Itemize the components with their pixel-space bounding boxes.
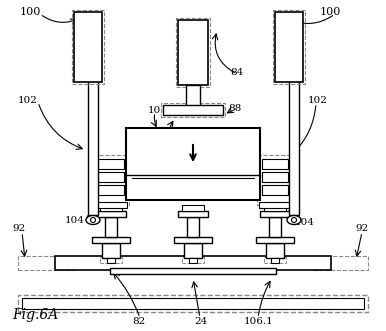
Text: 92: 92 <box>12 223 25 232</box>
Bar <box>262 172 288 182</box>
Text: 24: 24 <box>194 317 207 326</box>
Bar <box>186 85 200 107</box>
Text: 100: 100 <box>320 7 341 17</box>
Bar <box>176 18 210 87</box>
Bar <box>22 298 364 309</box>
Bar <box>96 211 126 217</box>
Bar <box>18 256 73 270</box>
Bar <box>257 155 293 205</box>
Bar <box>178 20 208 85</box>
Ellipse shape <box>90 217 95 222</box>
Bar <box>98 185 124 195</box>
Bar <box>88 60 98 215</box>
Bar <box>92 237 130 243</box>
Text: 90: 90 <box>160 144 173 153</box>
Text: 82: 82 <box>132 317 145 326</box>
Bar <box>264 205 286 211</box>
Text: 104: 104 <box>65 215 85 224</box>
Bar <box>55 256 331 270</box>
Bar <box>264 257 286 263</box>
Text: 102: 102 <box>308 96 328 105</box>
Text: 106.1: 106.1 <box>244 317 274 326</box>
Bar <box>273 10 305 84</box>
Text: 100: 100 <box>20 7 41 17</box>
Bar <box>184 243 202 258</box>
Bar <box>74 12 102 82</box>
Text: 92: 92 <box>355 223 368 232</box>
Bar <box>269 217 281 237</box>
Bar <box>72 10 104 84</box>
Bar <box>100 205 122 211</box>
Ellipse shape <box>291 217 296 222</box>
Text: 10: 10 <box>148 106 161 115</box>
Bar <box>98 172 124 182</box>
Bar <box>107 258 115 263</box>
Text: Fig.6A: Fig.6A <box>12 308 58 322</box>
Bar <box>289 60 299 215</box>
Bar <box>259 202 291 208</box>
Text: 88: 88 <box>228 104 241 113</box>
Bar <box>182 257 204 263</box>
Ellipse shape <box>86 215 100 224</box>
Bar <box>271 258 279 263</box>
Bar <box>313 256 368 270</box>
Bar <box>178 211 208 217</box>
Bar <box>189 258 197 263</box>
Bar <box>110 268 276 274</box>
Bar <box>182 205 204 211</box>
Text: 84: 84 <box>230 68 243 76</box>
Text: 102: 102 <box>18 96 38 105</box>
Bar <box>256 237 294 243</box>
Ellipse shape <box>287 215 301 224</box>
Bar <box>187 217 199 237</box>
Bar <box>95 202 127 208</box>
Bar <box>98 159 124 169</box>
Bar <box>262 185 288 195</box>
Bar <box>163 105 223 115</box>
Bar <box>126 128 260 200</box>
Bar <box>266 243 284 258</box>
Bar <box>102 243 120 258</box>
Bar <box>275 12 303 82</box>
Bar <box>93 155 129 205</box>
Bar <box>260 211 290 217</box>
Bar <box>18 295 368 312</box>
Bar <box>174 237 212 243</box>
Bar <box>161 103 225 117</box>
Bar <box>262 159 288 169</box>
Text: 104: 104 <box>295 217 315 226</box>
Bar <box>105 217 117 237</box>
Bar <box>100 257 122 263</box>
